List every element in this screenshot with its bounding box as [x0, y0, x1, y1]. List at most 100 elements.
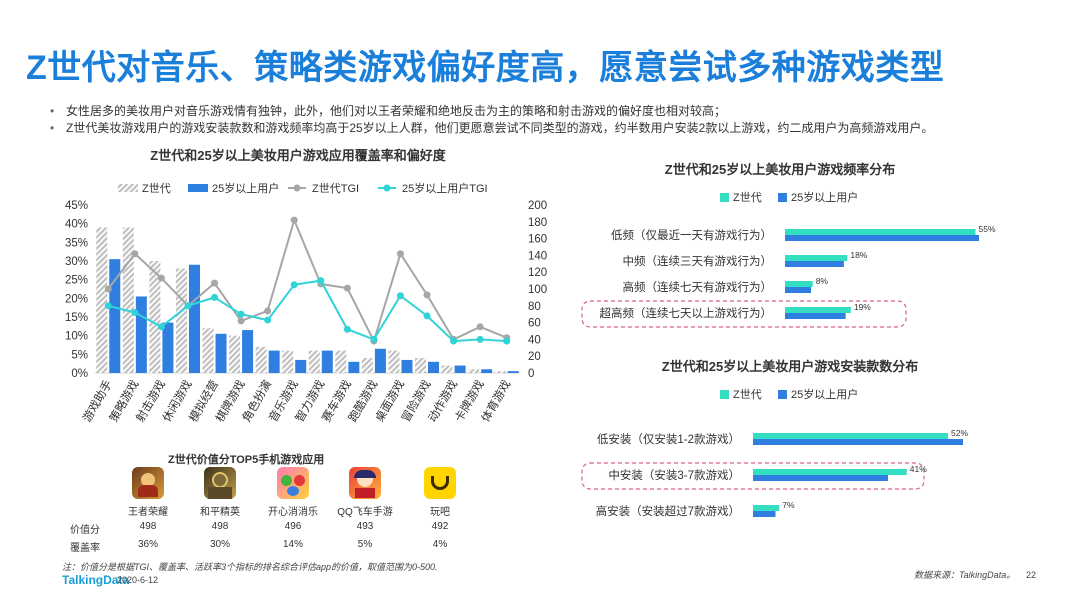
category-label: 高安装（安装超过7款游戏）: [596, 504, 740, 518]
app-coverage: 5%: [357, 539, 373, 550]
bar-over25: [753, 439, 963, 445]
right-axis-tick: 120: [528, 267, 547, 279]
bar-over25: [215, 333, 227, 373]
data-label: 19%: [854, 302, 871, 312]
point-over25-tgi: [317, 277, 325, 285]
app-name: 王者荣耀: [128, 507, 168, 518]
app-name: 开心消消乐: [268, 507, 318, 518]
bar-gen-z: [468, 369, 480, 373]
point-over25-tgi: [370, 335, 378, 343]
category-label: 高频（连续七天有游戏行为）: [623, 280, 773, 294]
bar-gen-z: [753, 433, 948, 439]
right-axis-tick: 60: [528, 318, 541, 330]
right-axis-tick: 20: [528, 351, 541, 363]
bar-gen-z: [753, 505, 780, 511]
point-over25-tgi: [131, 309, 139, 317]
right-axis-tick: 200: [528, 200, 547, 212]
bar-over25: [507, 371, 519, 373]
bar-gen-z: [202, 328, 214, 373]
highlight-box: [581, 300, 907, 328]
bar-over25: [401, 359, 413, 373]
point-over25-tgi: [343, 325, 351, 333]
left-axis-tick: 30%: [65, 256, 88, 268]
app-score: 492: [431, 521, 449, 532]
bar-over25: [321, 350, 333, 373]
bar-over25: [454, 365, 466, 373]
data-label: 41%: [910, 464, 927, 474]
category-label: 超高频（连续七天以上游戏行为）: [600, 306, 773, 320]
app-coverage: 4%: [432, 539, 448, 550]
coverage-row-label: 覆盖率: [70, 543, 100, 554]
left-axis-tick: 35%: [65, 237, 88, 249]
bar-over25: [268, 350, 280, 373]
point-gen-z-tgi: [290, 216, 298, 224]
legend-swatch-over25: [188, 184, 208, 192]
point-over25-tgi: [157, 323, 165, 331]
bar-over25: [242, 330, 254, 373]
app-coverage: 14%: [282, 539, 303, 550]
point-over25-tgi: [450, 337, 458, 345]
bar-gen-z: [388, 350, 400, 373]
bullet-item: 女性居多的美妆用户对音乐游戏情有独钟，此外，他们对以王者荣耀和绝地反击为主的策略…: [50, 103, 1050, 120]
right-axis-tick: 140: [528, 250, 547, 262]
bar-gen-z: [494, 371, 506, 373]
left-axis-tick: 5%: [71, 349, 88, 361]
data-label: 55%: [979, 224, 996, 234]
left-axis-tick: 25%: [65, 275, 88, 287]
point-over25-tgi: [237, 310, 245, 318]
footnote: 注：价值分是根据TGI、覆盖率、活跃率3个指标的排名综合评估app的价值，取值范…: [62, 562, 438, 572]
bar-over25: [162, 322, 174, 373]
point-gen-z-tgi: [211, 279, 219, 287]
point-over25-tgi: [184, 302, 192, 310]
page-number: 22: [1026, 570, 1037, 580]
legend-label: Z世代TGI: [312, 182, 359, 195]
bar-gen-z: [785, 229, 976, 235]
bar-over25: [785, 261, 844, 267]
point-over25-tgi: [503, 337, 511, 345]
right-axis-tick: 80: [528, 301, 541, 313]
chart-title: Z世代和25岁以上美妆用户游戏应用覆盖率和偏好度: [150, 148, 446, 163]
frequency-chart: Z世代和25岁以上美妆用户游戏频率分布 Z世代 25岁以上用户低频（仅最近一天有游戏…: [581, 162, 996, 328]
point-gen-z-tgi: [343, 284, 351, 292]
right-axis-tick: 100: [528, 284, 547, 296]
point-gen-z-tgi: [104, 285, 112, 293]
right-axis-tick: 0: [528, 368, 534, 380]
data-label: 7%: [782, 500, 795, 510]
point-gen-z-tgi: [476, 323, 484, 331]
left-axis-tick: 15%: [65, 312, 88, 324]
point-over25-tgi: [104, 302, 112, 310]
qqfeiche-icon: [349, 467, 381, 499]
app-score: 498: [139, 521, 157, 532]
bullet-list: 女性居多的美妆用户对音乐游戏情有独钟，此外，他们对以王者荣耀和绝地反击为主的策略…: [50, 103, 1050, 137]
install-chart: Z世代和25岁以上美妆用户游戏安装款数分布 Z世代 25岁以上用户低安装（仅安装1-…: [581, 359, 968, 518]
point-over25-tgi: [476, 335, 484, 343]
data-label: 18%: [850, 250, 867, 260]
app-score: 498: [211, 521, 229, 532]
bar-over25: [785, 313, 846, 319]
top5-table: 王者荣耀 和平精英 开心消消乐 QQ飞车手游 玩吧 价值分 覆盖率 498 49…: [70, 467, 500, 557]
bar-gen-z: [282, 350, 294, 373]
bullet-item: Z世代美妆游戏用户的游戏安装款数和游戏频率均高于25岁以上人群，他们更愿意尝试不…: [50, 120, 1050, 137]
bar-gen-z: [308, 350, 320, 373]
legend-label: Z世代: [733, 388, 762, 401]
legend-marker: [293, 184, 301, 192]
bar-over25: [785, 235, 979, 241]
app-item: 和平精英: [190, 467, 250, 518]
legend-label: 25岁以上用户TGI: [402, 181, 488, 195]
bar-gen-z: [785, 255, 848, 261]
coverage-preference-chart: Z世代和25岁以上美妆用户游戏应用覆盖率和偏好度 Z世代 25岁以上用户 Z世代TGI…: [65, 148, 547, 424]
bar-over25: [295, 359, 307, 373]
data-label: 52%: [951, 428, 968, 438]
point-over25-tgi: [423, 312, 431, 320]
bar-over25: [135, 296, 147, 373]
xiaoxiaole-icon: [277, 467, 309, 499]
left-axis-tick: 20%: [65, 293, 88, 305]
bar-gen-z: [122, 227, 134, 373]
data-source: 数据来源：TalkingData。: [914, 570, 1016, 580]
bar-over25: [374, 348, 386, 373]
legend-swatch-over25: [778, 390, 787, 399]
right-axis-tick: 180: [528, 217, 547, 229]
score-row-label: 价值分: [70, 525, 100, 536]
report-date: 2020-6-12: [117, 575, 159, 585]
bar-gen-z: [255, 346, 267, 373]
